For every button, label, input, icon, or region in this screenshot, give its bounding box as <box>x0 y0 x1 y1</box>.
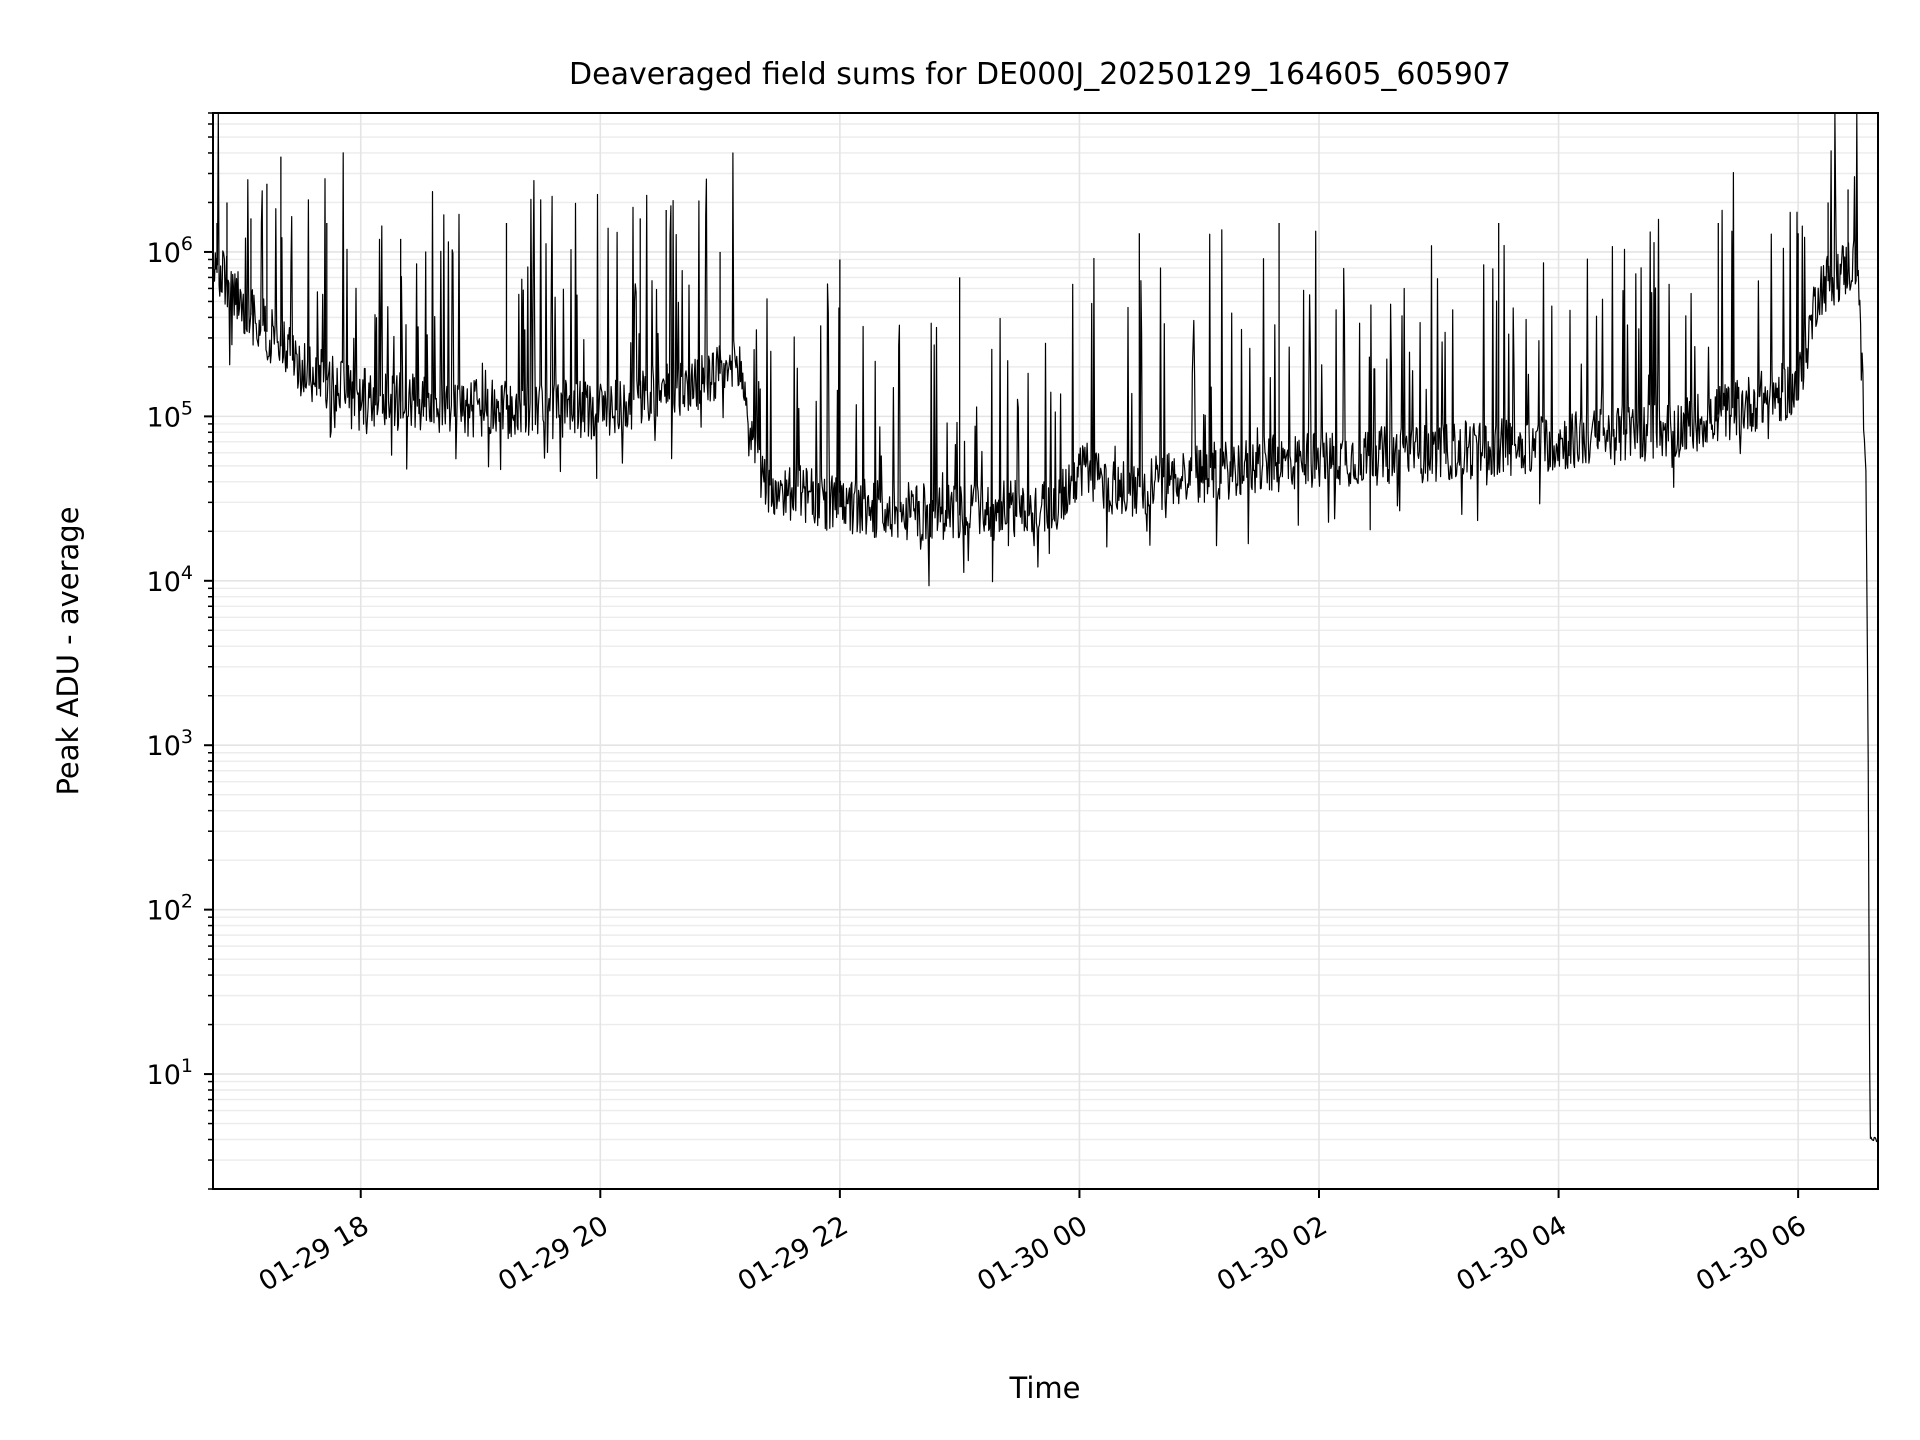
series-line <box>212 112 1879 1143</box>
y-tick-exponent: 3 <box>181 726 193 748</box>
grid-lines <box>213 112 1878 1190</box>
chart-title: Deaveraged field sums for DE000J_2025012… <box>569 57 1511 92</box>
y-tick-exponent: 1 <box>181 1055 193 1077</box>
y-axis-label: Peak ADU - average <box>51 506 85 795</box>
y-tick-base: 10 <box>147 567 181 598</box>
y-tick-base: 10 <box>147 238 181 269</box>
y-tick-exponent: 6 <box>181 233 193 255</box>
x-axis-label: Time <box>1009 1371 1081 1405</box>
y-tick-exponent: 4 <box>181 562 193 584</box>
y-tick-base: 10 <box>147 402 181 433</box>
y-tick-label: 101 <box>147 1055 193 1091</box>
y-tick-label: 102 <box>147 891 193 927</box>
plot-area <box>212 112 1879 1143</box>
y-tick-exponent: 5 <box>181 397 193 419</box>
y-tick-base: 10 <box>147 896 181 927</box>
y-tick-exponent: 2 <box>181 891 193 913</box>
y-tick-base: 10 <box>147 731 181 762</box>
y-tick-base: 10 <box>147 1060 181 1091</box>
y-tick-label: 104 <box>147 562 193 598</box>
y-tick-label: 105 <box>147 397 193 433</box>
y-tick-label: 103 <box>147 726 193 762</box>
y-tick-label: 106 <box>147 233 193 269</box>
plot-frame <box>212 112 1879 1190</box>
